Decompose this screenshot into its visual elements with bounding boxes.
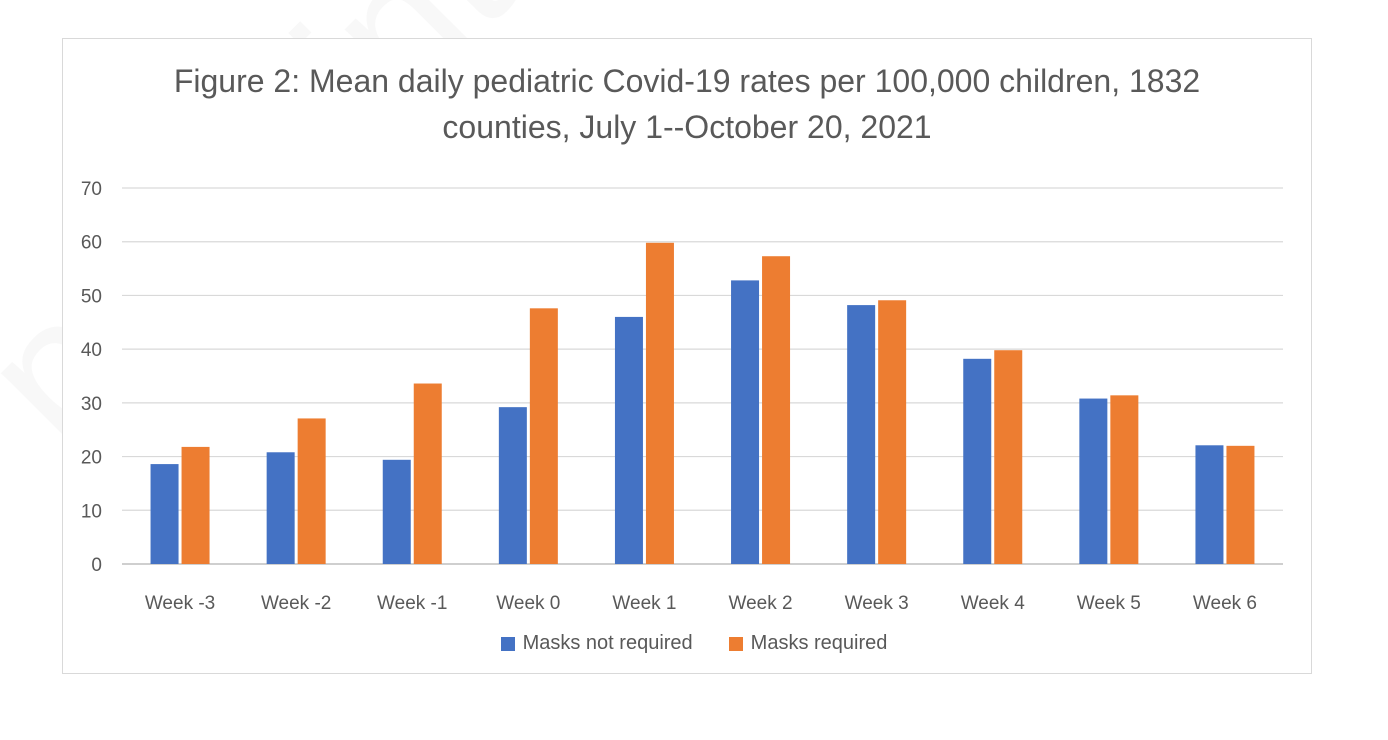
x-tick-label: Week 1 [612,593,676,614]
bar-masks-not-required [731,280,760,564]
y-tick-label: 20 [81,448,102,469]
x-tick-label: Week -1 [377,593,447,614]
bar-masks-required [1226,445,1255,564]
x-tick-label: Week 5 [1077,593,1141,614]
bar-masks-required [645,242,674,564]
bar-masks-not-required [1079,398,1108,564]
bar-masks-required [878,300,907,564]
bar-masks-not-required [150,464,179,564]
bar-masks-required [413,383,442,564]
y-tick-label: 30 [81,394,102,415]
legend-swatch-masks-not-required [500,636,515,651]
x-tick-label: Week -3 [145,593,215,614]
bar-masks-not-required [266,452,295,564]
x-tick-label: Week 3 [845,593,909,614]
x-tick-label: Week 2 [729,593,793,614]
bar-masks-not-required [614,316,643,564]
y-tick-label: 50 [81,286,102,307]
chart-title-line-2: counties, July 1--October 20, 2021 [442,109,932,145]
chart-title-line-1: Figure 2: Mean daily pediatric Covid-19 … [173,63,1201,99]
bar-masks-not-required [382,459,411,564]
legend-item-masks-not-required: Masks not required [500,632,693,655]
y-tick-label: 40 [81,340,102,361]
bar-masks-required [181,446,210,564]
bar-masks-required [529,308,558,564]
legend-label-masks-required: Masks required [750,632,888,654]
x-tick-label: Week 4 [961,593,1026,614]
legend-swatch-masks-required [728,636,743,651]
y-tick-label: 0 [91,555,102,576]
y-tick-label: 10 [81,501,102,522]
y-tick-label: 70 [81,179,102,200]
bar-masks-required [994,350,1023,564]
bar-masks-not-required [498,407,527,564]
y-tick-label: 60 [81,233,102,254]
chart-title: Figure 2: Mean daily pediatric Covid-19 … [62,58,1312,150]
x-tick-label: Week -2 [261,593,331,614]
bar-masks-not-required [1195,445,1224,564]
bar-masks-not-required [847,305,876,564]
bar-masks-required [762,256,791,564]
chart-legend: Masks not required Masks required [0,632,1388,655]
bar-masks-required [1110,395,1139,564]
bar-masks-required [297,418,326,564]
x-tick-label: Week 0 [496,593,560,614]
chart-frame [62,38,1312,674]
legend-label-masks-not-required: Masks not required [522,632,693,654]
bar-masks-not-required [963,358,992,564]
legend-item-masks-required: Masks required [728,632,888,655]
x-tick-label: Week 6 [1193,593,1257,614]
